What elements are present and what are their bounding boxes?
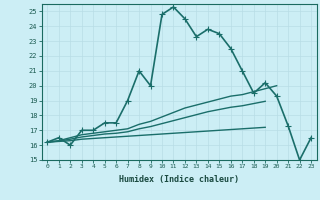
X-axis label: Humidex (Indice chaleur): Humidex (Indice chaleur) xyxy=(119,175,239,184)
